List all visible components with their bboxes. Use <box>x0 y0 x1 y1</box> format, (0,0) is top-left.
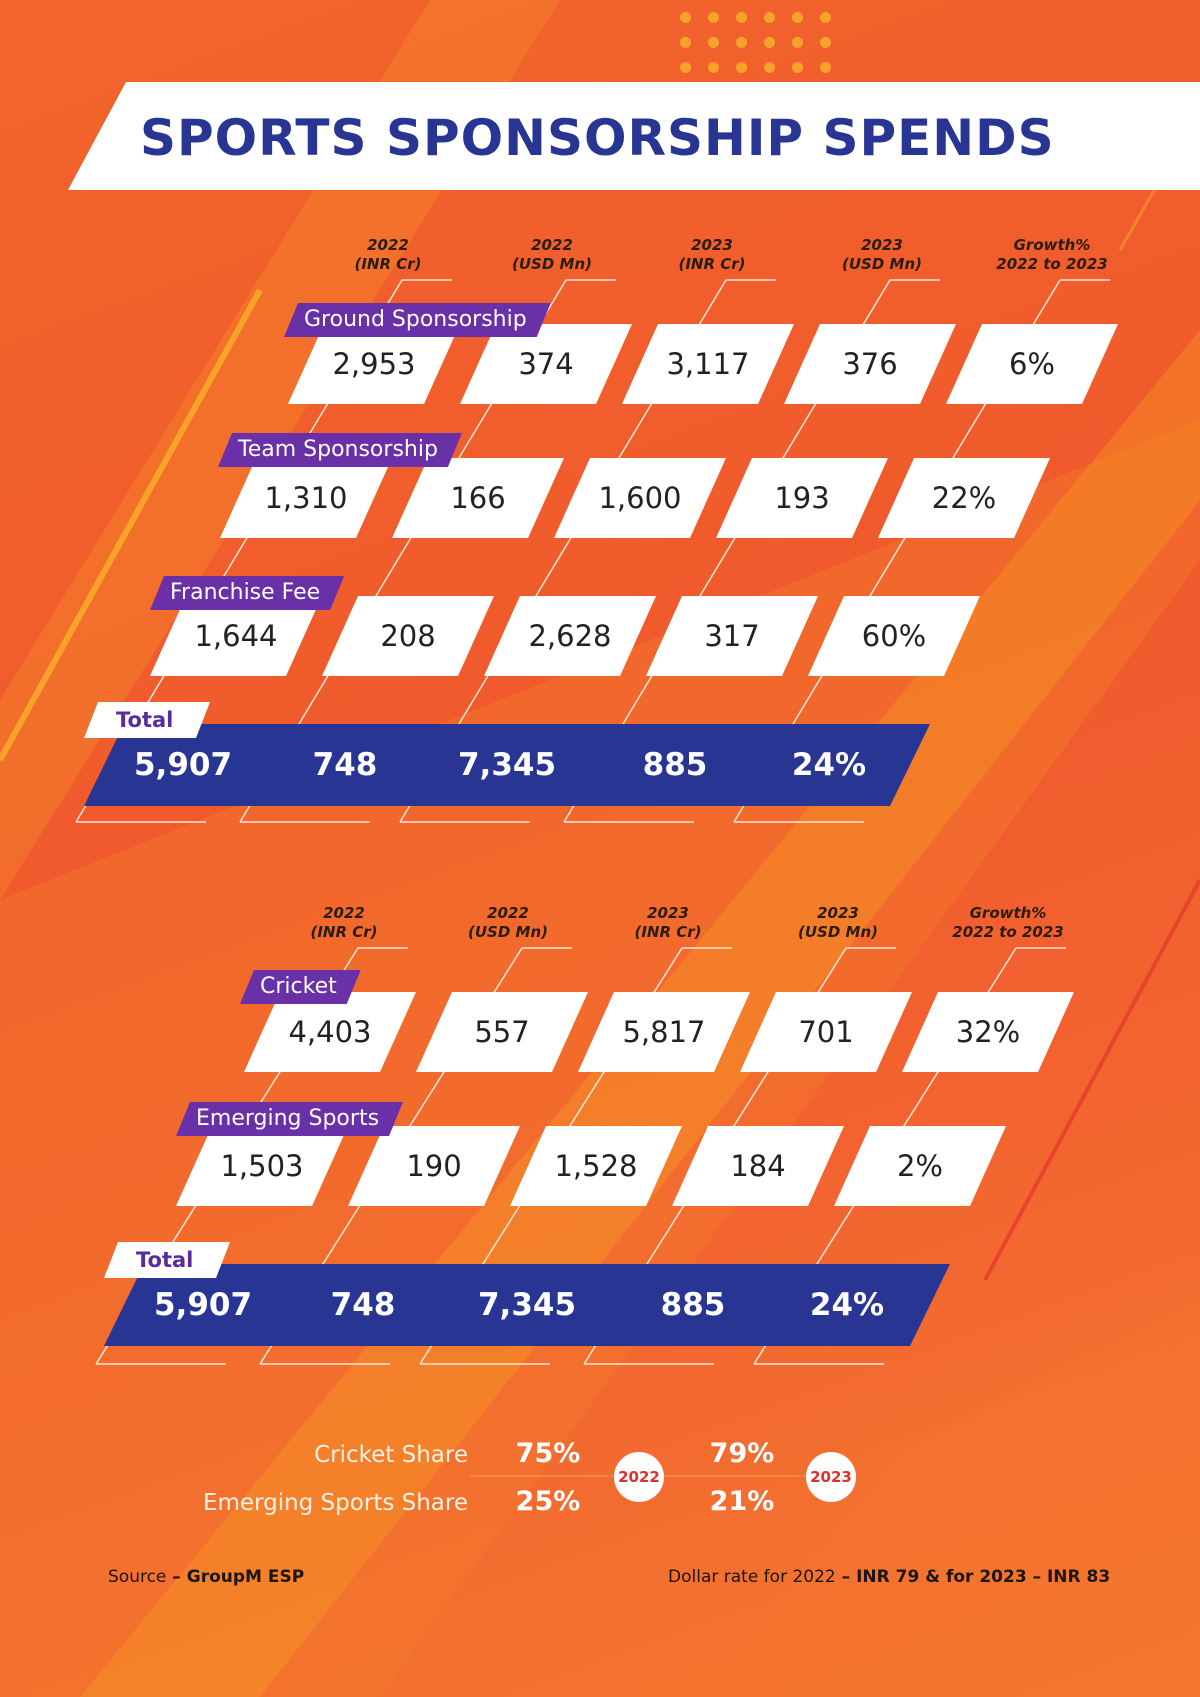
column-header: 2023 (USD Mn) <box>768 904 908 942</box>
column-header-line: (INR Cr) <box>310 923 378 941</box>
table-cell: 701 <box>740 992 912 1072</box>
total-value: 748 <box>330 1287 396 1323</box>
cricket-share-label: Cricket Share <box>314 1442 468 1468</box>
column-header-line: (USD Mn) <box>842 255 922 273</box>
total-value: 5,907 <box>153 1287 253 1323</box>
column-header-line: 2023 <box>691 236 733 254</box>
total-value: 7,345 <box>457 747 557 783</box>
column-header-line: 2023 <box>817 904 859 922</box>
column-header-line: Growth% <box>1013 236 1091 254</box>
table-cell: 1,503 <box>176 1126 348 1206</box>
column-header-line: 2022 to 2023 <box>996 255 1108 273</box>
table-cell: 32% <box>902 992 1074 1072</box>
column-header-line: 2022 <box>531 236 573 254</box>
column-header-line: 2022 <box>367 236 409 254</box>
column-header: 2022 (USD Mn) <box>482 236 622 274</box>
emerging-share-2023: 21% <box>709 1486 775 1517</box>
source-prefix: Source <box>108 1567 167 1587</box>
total-value: 24% <box>791 747 867 783</box>
year-badge-2023: 2023 <box>806 1452 856 1502</box>
cricket-share-2023: 79% <box>709 1438 775 1469</box>
table-cell: 3,117 <box>622 324 794 404</box>
source-name: GroupM ESP <box>186 1567 305 1587</box>
decorative-dots <box>680 12 834 73</box>
table-cell: 4,403 <box>244 992 416 1072</box>
row-label-ground-sponsorship: Ground Sponsorship <box>284 303 551 337</box>
table-cell: 376 <box>784 324 956 404</box>
column-header-line: (USD Mn) <box>798 923 878 941</box>
table-cell: 190 <box>348 1126 520 1206</box>
table-cell: 1,310 <box>220 458 392 538</box>
row-label-franchise-fee: Franchise Fee <box>150 576 344 610</box>
total-value: 5,907 <box>133 747 233 783</box>
column-header: 2022 (INR Cr) <box>318 236 458 274</box>
column-header-line: (INR Cr) <box>634 923 702 941</box>
column-header-line: 2022 <box>323 904 365 922</box>
total-value: 7,345 <box>477 1287 577 1323</box>
emerging-share-2022: 25% <box>515 1486 581 1517</box>
emerging-share-label: Emerging Sports Share <box>202 1490 468 1516</box>
row-label-cricket: Cricket <box>240 970 361 1004</box>
rate-prefix: Dollar rate for 2022 <box>668 1567 836 1587</box>
table-cell: 166 <box>392 458 564 538</box>
column-header: 2023 (USD Mn) <box>812 236 952 274</box>
column-header: Growth% 2022 to 2023 <box>938 904 1078 942</box>
rate-values: – INR 79 & for 2023 – INR 83 <box>835 1567 1111 1587</box>
source-dash: – <box>166 1567 187 1587</box>
table-cell: 6% <box>946 324 1118 404</box>
total-value: 24% <box>809 1287 885 1323</box>
table-cell: 317 <box>646 596 818 676</box>
column-header: Growth% 2022 to 2023 <box>982 236 1122 274</box>
page-title: SPORTS SPONSORSHIP SPENDS <box>140 109 1055 167</box>
column-header: 2022 (USD Mn) <box>438 904 578 942</box>
column-header: 2023 (INR Cr) <box>642 236 782 274</box>
column-header-line: (USD Mn) <box>468 923 548 941</box>
column-header: 2022 (INR Cr) <box>274 904 414 942</box>
column-header-line: 2022 to 2023 <box>952 923 1064 941</box>
table-cell: 60% <box>808 596 980 676</box>
table-cell: 22% <box>878 458 1050 538</box>
column-header: 2023 (INR Cr) <box>598 904 738 942</box>
total-value: 748 <box>312 747 378 783</box>
table-cell: 1,528 <box>510 1126 682 1206</box>
table-cell: 208 <box>322 596 494 676</box>
row-label-emerging-sports: Emerging Sports <box>176 1102 403 1136</box>
total-value: 885 <box>642 747 708 783</box>
table-cell: 2% <box>834 1126 1006 1206</box>
column-header-line: Growth% <box>969 904 1047 922</box>
row-label-team-sponsorship: Team Sponsorship <box>218 433 462 467</box>
year-badge-2022: 2022 <box>614 1452 664 1502</box>
column-header-line: (INR Cr) <box>678 255 746 273</box>
table-cell: 184 <box>672 1126 844 1206</box>
column-header-line: (INR Cr) <box>354 255 422 273</box>
table-cell: 557 <box>416 992 588 1072</box>
table-cell: 193 <box>716 458 888 538</box>
column-header-line: 2023 <box>647 904 689 922</box>
column-header-line: (USD Mn) <box>512 255 592 273</box>
dollar-rate-note: Dollar rate for 2022 – INR 79 & for 2023… <box>668 1567 1110 1587</box>
title-band <box>68 82 1200 190</box>
column-header-line: 2023 <box>861 236 903 254</box>
table-cell: 1,600 <box>554 458 726 538</box>
column-header-line: 2022 <box>487 904 529 922</box>
total-value: 885 <box>660 1287 726 1323</box>
table-cell: 2,628 <box>484 596 656 676</box>
cricket-share-2022: 75% <box>515 1438 581 1469</box>
table-cell: 5,817 <box>578 992 750 1072</box>
source-note: Source – GroupM ESP <box>108 1567 304 1587</box>
